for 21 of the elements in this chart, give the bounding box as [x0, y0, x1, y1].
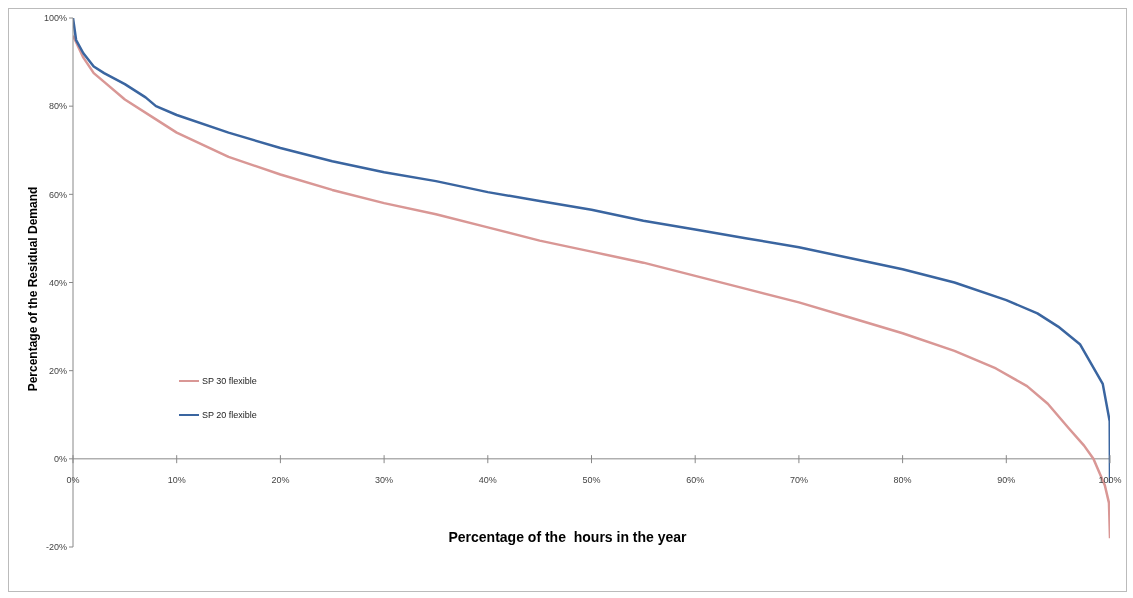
y-tick-label: -20% — [45, 542, 67, 553]
y-tick-label: 40% — [48, 277, 67, 288]
y-tick-label: 0% — [53, 454, 67, 465]
x-axis-title: Percentage of the hours in the year — [448, 529, 687, 545]
x-tick-label: 40% — [478, 475, 497, 486]
x-tick-label: 30% — [375, 475, 394, 486]
x-tick-label: 20% — [271, 475, 290, 486]
y-tick-label: 20% — [48, 365, 67, 376]
y-tick-label: 100% — [43, 13, 67, 24]
x-tick-label: 70% — [789, 475, 808, 486]
x-tick-label: 90% — [997, 475, 1016, 486]
x-tick-label: 10% — [167, 475, 186, 486]
x-tick-label: 60% — [686, 475, 705, 486]
legend-label: SP 20 flexible — [202, 410, 257, 420]
y-tick-label: 60% — [48, 189, 67, 200]
y-tick-label: 80% — [48, 101, 67, 112]
legend-label: SP 30 flexible — [202, 376, 257, 386]
x-tick-label: 50% — [582, 475, 601, 486]
x-tick-label: 0% — [66, 475, 80, 486]
y-axis-title: Percentage of the Residual Demand — [26, 186, 40, 392]
x-tick-label: 80% — [893, 475, 912, 486]
